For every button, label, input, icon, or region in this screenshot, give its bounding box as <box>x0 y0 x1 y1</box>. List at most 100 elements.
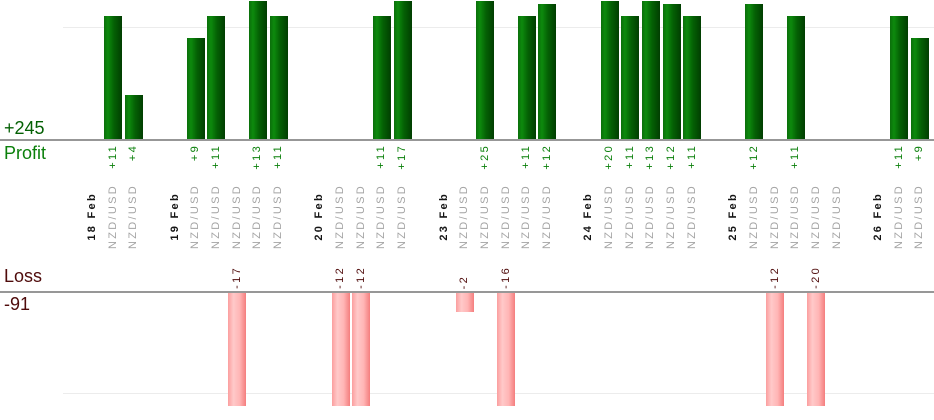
date-label: 25 Feb <box>723 150 744 283</box>
date-label: 23 Feb <box>434 150 455 283</box>
profit-value-label: +11 <box>206 144 227 169</box>
symbol-label-text: NZD/USD <box>272 184 285 249</box>
profit-bar <box>186 38 205 141</box>
symbol-label-text: NZD/USD <box>230 184 243 249</box>
date-column: 20 Feb <box>310 0 331 420</box>
profit-value-label: +11 <box>268 144 289 169</box>
columns-strip: 18 Feb NZD/USD +11 NZD/USD +4 19 Feb NZD/USD +9… <box>82 0 930 420</box>
profit-value-label: +12 <box>744 144 765 170</box>
loss-axis-line <box>0 291 934 293</box>
profit-value-label-text: +12 <box>747 144 760 170</box>
profit-bar <box>517 15 536 141</box>
trade-column: NZD/USD -12 <box>351 0 372 420</box>
symbol-label: NZD/USD <box>351 150 372 283</box>
trade-column: NZD/USD -16 <box>496 0 517 420</box>
symbol-label: NZD/USD <box>268 150 289 283</box>
date-label: 24 Feb <box>579 150 600 283</box>
symbol-label: NZD/USD <box>889 150 910 283</box>
loss-bar <box>352 293 371 406</box>
profit-bar <box>207 15 226 141</box>
loss-bar <box>455 293 474 312</box>
loss-value-label: -12 <box>351 177 372 289</box>
loss-value-label: -17 <box>227 177 248 289</box>
date-column: 18 Feb <box>82 0 103 420</box>
loss-bar <box>331 293 350 406</box>
loss-value-label-text: -12 <box>334 266 347 289</box>
symbol-label-text: NZD/USD <box>747 184 760 249</box>
profit-value-label-text: +9 <box>913 144 926 162</box>
profit-value-label: +11 <box>682 144 703 169</box>
profit-bar <box>683 15 702 141</box>
profit-value-label: +25 <box>475 144 496 170</box>
trade-column: NZD/USD +11 <box>206 0 227 420</box>
symbol-label: NZD/USD <box>682 150 703 283</box>
profit-value-label: +13 <box>641 144 662 170</box>
symbol-label: NZD/USD <box>392 150 413 283</box>
profit-value-label-text: +11 <box>892 144 905 169</box>
profit-bar <box>372 15 391 141</box>
loss-value-label: -16 <box>496 177 517 289</box>
profit-value-label: +9 <box>185 144 206 161</box>
date-label: 26 Feb <box>868 150 889 283</box>
profit-value-label-text: +25 <box>478 144 491 170</box>
profit-value-label: +11 <box>785 144 806 169</box>
group-gap <box>847 0 868 420</box>
trade-column: NZD/USD +11 <box>889 0 910 420</box>
profit-value-label: +9 <box>910 144 931 161</box>
group-gap <box>558 0 579 420</box>
profit-value-label: +4 <box>123 144 144 161</box>
profit-value-label: +11 <box>620 144 641 169</box>
date-column: 25 Feb <box>723 0 744 420</box>
group-gap <box>413 0 434 420</box>
symbol-label-text: NZD/USD <box>354 184 367 249</box>
profit-value-label-text: +11 <box>106 144 119 169</box>
trade-column: NZD/USD +11 <box>103 0 124 420</box>
trade-column: NZD/USD +12 <box>744 0 765 420</box>
symbol-label-text: NZD/USD <box>623 184 636 249</box>
symbol-label-text: NZD/USD <box>478 184 491 249</box>
profit-axis-line <box>0 139 934 141</box>
profit-bar <box>786 15 805 141</box>
loss-value-label: -12 <box>330 177 351 289</box>
date-label-text: 23 Feb <box>437 192 450 241</box>
symbol-label-text: NZD/USD <box>830 184 843 249</box>
date-column: 19 Feb <box>165 0 186 420</box>
symbol-label: NZD/USD <box>496 150 517 283</box>
loss-bar <box>497 293 516 406</box>
profit-gridline <box>63 27 934 28</box>
symbol-label: NZD/USD <box>806 150 827 283</box>
trade-column: NZD/USD -12 <box>330 0 351 420</box>
trade-column: NZD/USD +11 <box>268 0 289 420</box>
profit-bar <box>910 38 929 141</box>
symbol-label: NZD/USD <box>744 150 765 283</box>
symbol-label-text: NZD/USD <box>209 184 222 249</box>
profit-value-label: +12 <box>537 144 558 170</box>
date-column: 23 Feb <box>434 0 455 420</box>
trade-column: NZD/USD +20 <box>599 0 620 420</box>
symbol-label: NZD/USD <box>661 150 682 283</box>
trade-column: NZD/USD +13 <box>248 0 269 420</box>
profit-bar <box>476 1 495 141</box>
loss-value-label: -12 <box>765 177 786 289</box>
profit-bar <box>641 1 660 141</box>
profit-value-label-text: +20 <box>603 144 616 170</box>
trade-column: NZD/USD -17 <box>227 0 248 420</box>
loss-bar <box>766 293 785 406</box>
symbol-label-text: NZD/USD <box>685 184 698 249</box>
symbol-label-text: NZD/USD <box>499 184 512 249</box>
symbol-label: NZD/USD <box>227 150 248 283</box>
group-gap <box>703 0 724 420</box>
profit-value-label-text: +13 <box>251 144 264 170</box>
trade-column: NZD/USD +12 <box>661 0 682 420</box>
trade-column: NZD/USD -12 <box>765 0 786 420</box>
date-label-text: 25 Feb <box>727 192 740 241</box>
profit-value-label-text: +12 <box>540 144 553 170</box>
profit-bar <box>248 1 267 141</box>
symbol-label: NZD/USD <box>537 150 558 283</box>
loss-bar <box>807 293 826 406</box>
loss-total-label: -91 <box>4 294 31 314</box>
trade-column: NZD/USD -2 <box>454 0 475 420</box>
profit-value-label-text: +11 <box>685 144 698 169</box>
symbol-label-text: NZD/USD <box>913 184 926 249</box>
